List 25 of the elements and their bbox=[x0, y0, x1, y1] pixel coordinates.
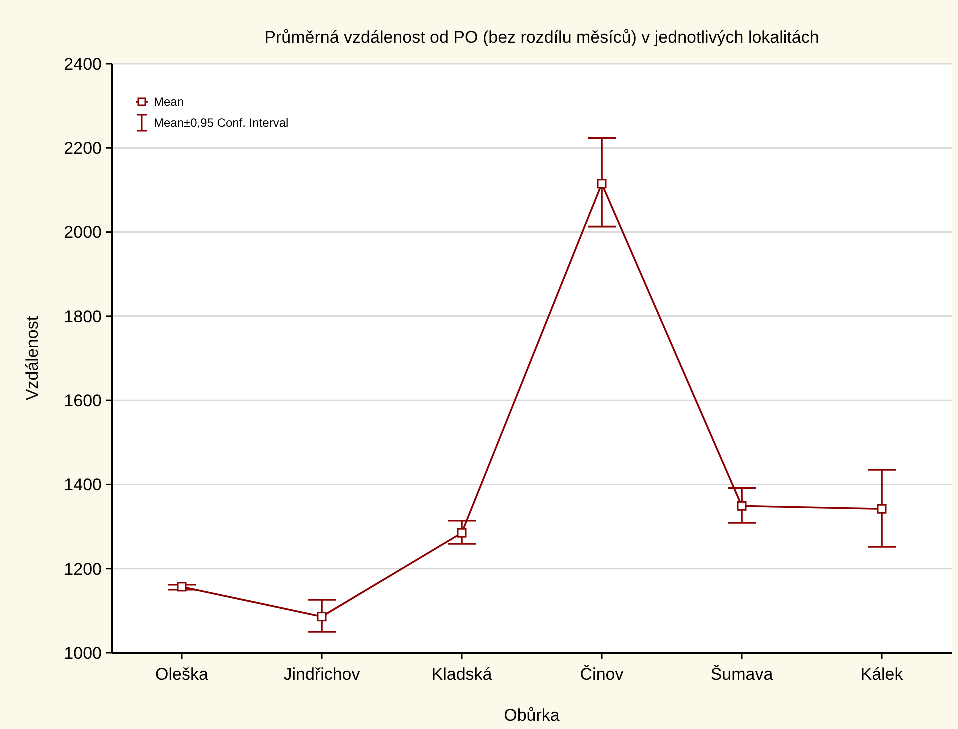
y-tick-label: 1400 bbox=[64, 476, 102, 495]
y-tick-label: 2000 bbox=[64, 223, 102, 242]
y-tick-label: 1800 bbox=[64, 307, 102, 326]
x-tick-label: Jindřichov bbox=[284, 665, 361, 684]
y-axis-title: Vzdálenost bbox=[23, 316, 42, 401]
y-tick-label: 2200 bbox=[64, 139, 102, 158]
point bbox=[877, 504, 887, 514]
y-tick-label: 1000 bbox=[64, 644, 102, 663]
y-tick-label: 1600 bbox=[64, 392, 102, 411]
chart-title: Průměrná vzdálenost od PO (bez rozdílu měsíců) v jednotlivých lokalitách bbox=[264, 28, 820, 47]
legend-label: Mean bbox=[154, 95, 184, 110]
point bbox=[177, 582, 187, 592]
annotation: Mean±0,95 Conf. Interval bbox=[154, 116, 289, 130]
x-tick-label: Kálek bbox=[860, 665, 904, 684]
x-tick-label: Činov bbox=[580, 665, 624, 684]
x-tick-label: Oleška bbox=[156, 665, 209, 684]
x-tick-label: Šumava bbox=[710, 665, 774, 684]
y-tick-label: 1200 bbox=[64, 560, 102, 579]
x-axis-title: Obůrka bbox=[504, 706, 560, 725]
x-tick-label: Kladská bbox=[432, 665, 493, 684]
point bbox=[457, 528, 467, 538]
point bbox=[317, 612, 327, 622]
point bbox=[597, 179, 607, 189]
point bbox=[737, 501, 747, 511]
y-tick-label: 2400 bbox=[64, 54, 102, 74]
